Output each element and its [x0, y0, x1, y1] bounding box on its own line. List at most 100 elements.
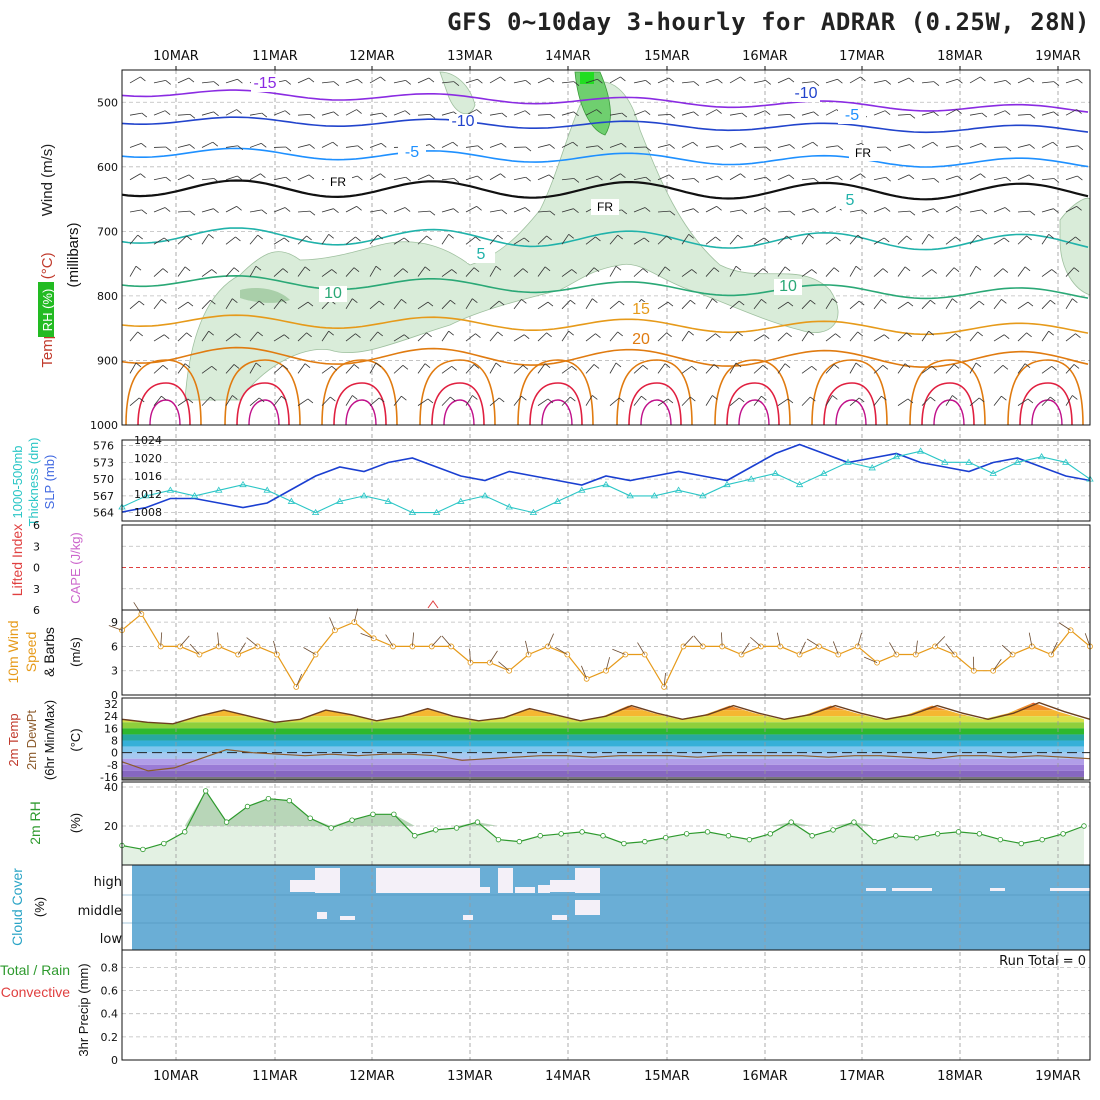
wind-barb: [1041, 111, 1059, 117]
barb-flag: [213, 81, 220, 86]
barb-staff: [561, 81, 574, 84]
wind-barb: [969, 112, 988, 118]
barb-flag: [788, 174, 795, 180]
rh-point: [474, 819, 481, 825]
barb-staff: [945, 145, 958, 148]
wind-barb: [393, 80, 411, 85]
date-label-top: 10MAR: [153, 49, 199, 64]
barb-flag: [952, 298, 958, 303]
rh-point: [161, 840, 167, 847]
wind-barb: [369, 209, 388, 215]
barb-flag: [282, 268, 289, 273]
barb-flag: [309, 114, 316, 119]
barb-flag: [472, 298, 478, 303]
barb-staff: [561, 330, 570, 342]
wind-barb: [297, 266, 311, 277]
temperature-tick-label: -8: [107, 759, 118, 772]
barb-staff: [681, 234, 690, 245]
barb-flag: [837, 145, 844, 151]
panel-frame-thick: [121, 439, 1091, 522]
wind-barb: [297, 398, 314, 406]
temp-axis-label-3: (6hr Min/Max): [42, 700, 57, 780]
barb-flag: [165, 176, 171, 182]
wind-barb: [249, 397, 265, 406]
wind-barb: [393, 299, 407, 310]
barb-staff: [945, 395, 953, 406]
barb-flag: [261, 209, 268, 215]
barb-staff: [1041, 396, 1051, 406]
barb-staff: [393, 207, 406, 213]
barb-staff: [561, 111, 574, 116]
barb-flag: [833, 267, 840, 272]
barb-staff: [849, 397, 860, 406]
barb-staff: [465, 333, 476, 342]
wind-barb: [201, 111, 219, 117]
wind-barb: [825, 236, 841, 245]
barb-staff: [393, 110, 406, 116]
wind-barb: [705, 298, 718, 310]
barb-staff: [153, 334, 165, 342]
barb-flag: [688, 330, 694, 336]
barb-staff: [681, 330, 690, 342]
barb-staff: [201, 111, 214, 116]
wind-barb: [561, 141, 579, 148]
contour-35: [541, 399, 573, 426]
wind-barb: [489, 331, 503, 342]
wind-barb: [825, 364, 840, 374]
barb-flag: [833, 364, 840, 369]
cloud-block: [290, 880, 320, 892]
cloud-block: [445, 868, 480, 893]
barb-staff: [801, 299, 811, 310]
wind-barb: [705, 267, 720, 277]
wind-barb: [609, 234, 623, 245]
barb-flag: [477, 175, 483, 181]
temperature-band: [122, 740, 1084, 747]
barb-flag: [353, 267, 360, 272]
barb-staff: [177, 266, 186, 277]
wind-barb: [585, 333, 601, 342]
thickness-axis-label-2: Thickness (dm): [26, 438, 41, 527]
wind-barb: [777, 363, 791, 374]
wind-barb: [513, 80, 531, 85]
barb-flag: [1075, 236, 1081, 242]
wind-barb: [681, 365, 697, 374]
barb-flag: [472, 395, 478, 400]
rh-point: [788, 819, 794, 825]
barb-staff: [921, 81, 934, 84]
cloud-row-label: low: [100, 932, 123, 947]
wind-barb: [873, 365, 889, 374]
cape-axis-label: CAPE (J/kg): [68, 532, 83, 604]
barb-flag: [164, 207, 171, 212]
wind-barb: [369, 397, 385, 406]
barb-staff: [945, 298, 953, 310]
barb-staff: [297, 210, 310, 213]
wind-barb: [1065, 236, 1081, 245]
barb-flag: [957, 78, 963, 84]
wind-barb: [369, 265, 382, 277]
barb-staff: [537, 363, 546, 374]
wind-barb: [1017, 301, 1034, 310]
contour-30: [726, 382, 780, 426]
barb-staff: [177, 174, 190, 181]
barb-staff: [273, 395, 282, 406]
wind-barb: [273, 110, 291, 116]
wind-barb: [345, 267, 360, 277]
barb-flag: [930, 396, 936, 402]
wind-barb: [465, 78, 483, 84]
wind-barb-surface: [489, 650, 498, 663]
barb-flag: [712, 395, 718, 400]
barb-staff: [345, 364, 355, 374]
lifted-tick-label: 3: [33, 540, 40, 553]
barb-staff: [681, 178, 694, 181]
barb-flag: [928, 330, 934, 336]
rh-point: [663, 835, 669, 841]
wind-barb: [1041, 299, 1056, 310]
wind-barb: [825, 333, 841, 342]
wind-barb-surface: [1084, 633, 1091, 647]
barb-staff: [513, 176, 526, 181]
barb-staff: [969, 142, 982, 148]
barb-staff: [417, 210, 430, 213]
wind-barb: [177, 210, 196, 216]
wind-barb: [873, 268, 889, 277]
wind-barb: [897, 398, 914, 406]
